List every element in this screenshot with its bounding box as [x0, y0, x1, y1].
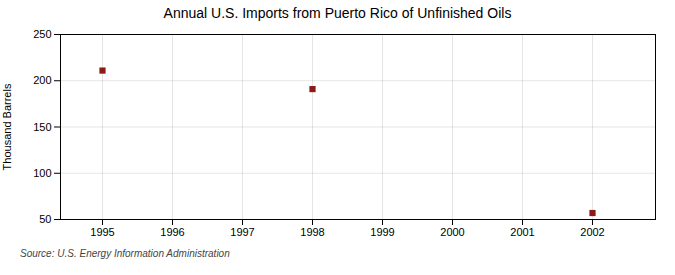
svg-text:1998: 1998 — [300, 226, 324, 238]
svg-text:200: 200 — [33, 74, 51, 86]
svg-text:Thousand Barrels: Thousand Barrels — [1, 83, 13, 170]
svg-text:2000: 2000 — [440, 226, 464, 238]
svg-text:50: 50 — [39, 213, 51, 225]
svg-text:250: 250 — [33, 28, 51, 40]
svg-text:2002: 2002 — [580, 226, 604, 238]
svg-text:150: 150 — [33, 121, 51, 133]
svg-text:1996: 1996 — [160, 226, 184, 238]
svg-text:1997: 1997 — [230, 226, 254, 238]
html-text:Source: U.S. Energy Informatio: Source: U.S. Energy Information Administ… — [20, 248, 230, 259]
html-text:Annual U.S. Imports from Puert: Annual U.S. Imports from Puerto Rico of … — [163, 5, 512, 21]
svg-text:2001: 2001 — [510, 226, 534, 238]
svg-text:1999: 1999 — [370, 226, 394, 238]
svg-text:100: 100 — [33, 167, 51, 179]
svg-text:1995: 1995 — [90, 226, 114, 238]
